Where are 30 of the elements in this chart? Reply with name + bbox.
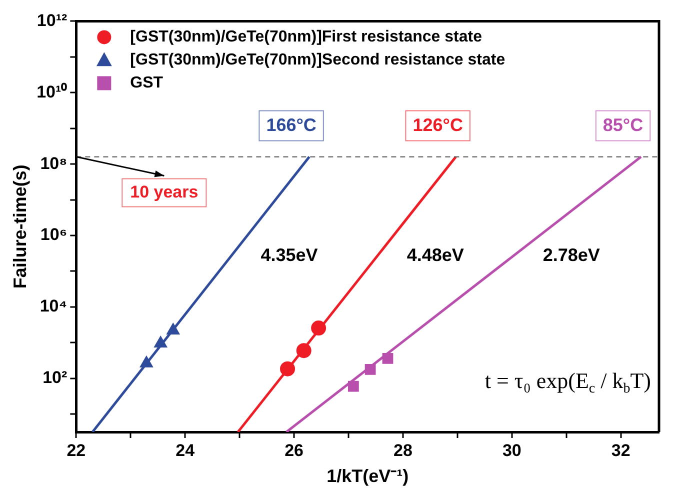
- x-tick-label: 26: [284, 440, 304, 460]
- point: [280, 361, 296, 376]
- y-tick-label: 10⁶: [40, 225, 68, 244]
- y-tick-label: 10⁸: [40, 154, 68, 173]
- point: [382, 352, 394, 364]
- x-tick-label: 32: [611, 440, 630, 460]
- y-tick-label: 10⁴: [40, 296, 68, 316]
- legend-label: [GST(30nm)/GeTe(70nm)]First resistance state: [130, 28, 482, 46]
- point: [311, 320, 326, 336]
- annotation: 85°C: [602, 114, 644, 135]
- point: [348, 380, 359, 392]
- annotation: 4.35eV: [260, 244, 318, 265]
- ref-line-label: 10 years: [130, 182, 198, 202]
- annotation: 4.48eV: [406, 244, 464, 265]
- y-tick-label: 10²: [42, 368, 68, 388]
- point: [296, 343, 312, 358]
- x-tick-label: 30: [502, 440, 522, 460]
- x-tick-label: 22: [66, 440, 86, 460]
- legend-label: [GST(30nm)/GeTe(70nm)]Second resistance state: [130, 52, 506, 69]
- point: [364, 364, 376, 375]
- annotation: 126°C: [412, 114, 463, 135]
- y-tick-label: 10¹²: [36, 10, 68, 30]
- annotation: 166°C: [266, 114, 316, 135]
- y-tick-label: 10¹⁰: [36, 82, 68, 102]
- x-tick-label: 24: [176, 440, 196, 460]
- annotation: 2.78eV: [542, 244, 600, 265]
- x-axis-title: 1/kT(eV⁻¹): [326, 466, 409, 486]
- legend-label: GST: [130, 74, 164, 92]
- x-tick-label: 28: [394, 440, 412, 460]
- y-axis-title: Failure-time(s): [10, 164, 30, 289]
